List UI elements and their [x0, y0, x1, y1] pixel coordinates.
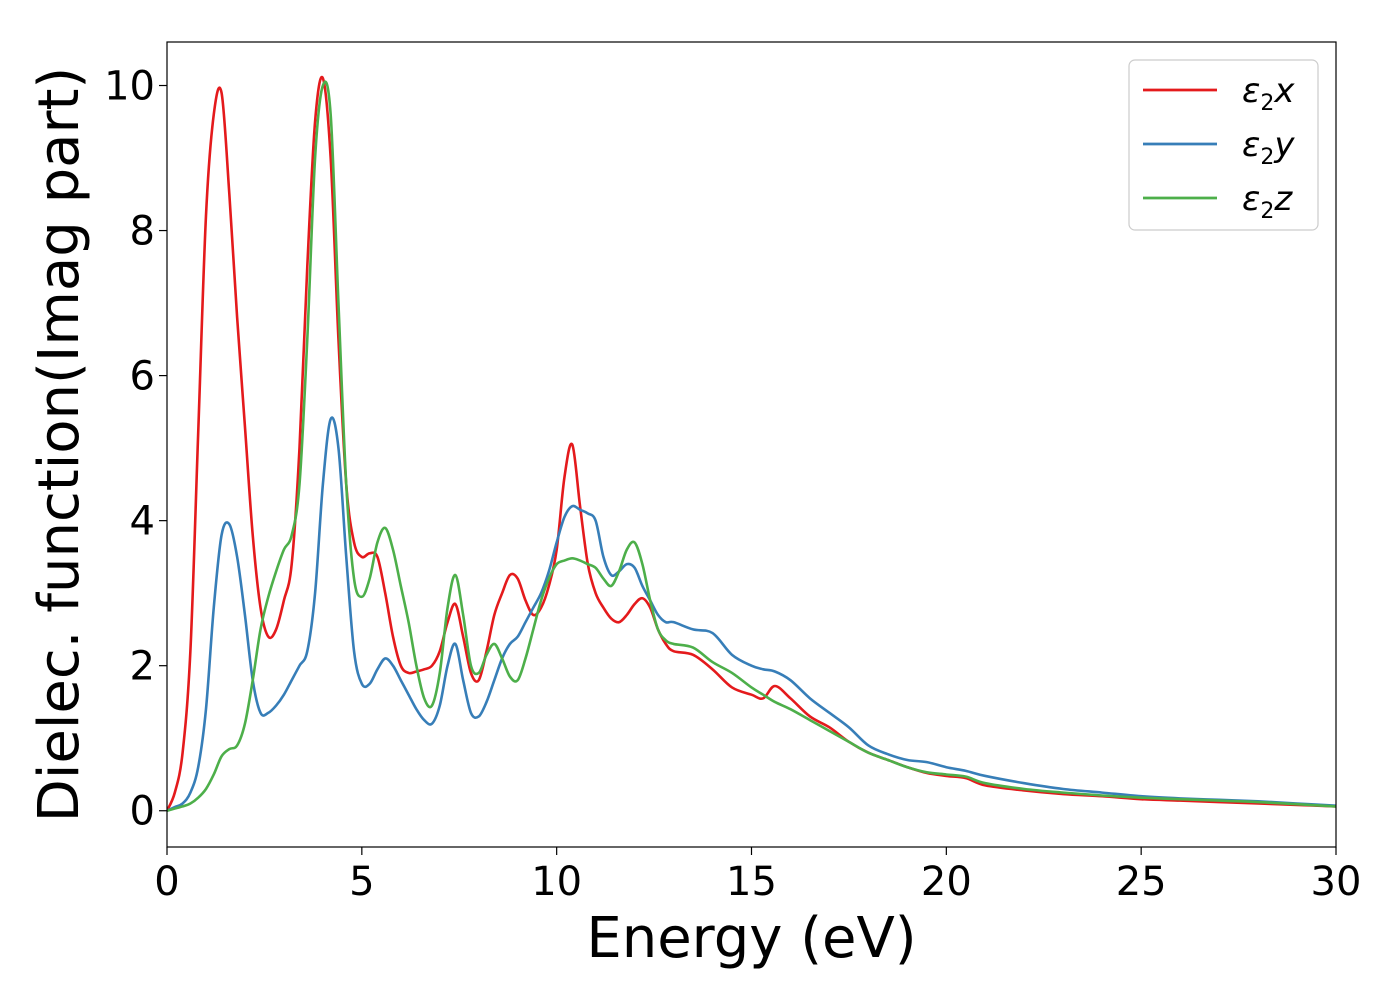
- legend: ε2x ε2y ε2z: [1128, 59, 1319, 231]
- legend-label-x: ε2x: [1242, 71, 1295, 116]
- x-tick-label: 20: [921, 859, 972, 905]
- legend-label-y: ε2y: [1242, 125, 1295, 170]
- x-tick-label: 25: [1116, 859, 1167, 905]
- legend-label-z: ε2z: [1242, 179, 1293, 224]
- y-tick-label: 2: [130, 644, 155, 690]
- y-tick-label: 0: [130, 789, 155, 835]
- x-tick-label: 10: [531, 859, 582, 905]
- series-line-z: [167, 80, 1336, 813]
- x-axis-label: Energy (eV): [586, 906, 916, 971]
- y-tick-label: 6: [130, 354, 155, 400]
- y-axis-label: Dielec. function(Imag part): [27, 67, 92, 823]
- series-line-y: [167, 416, 1336, 813]
- legend-box: [1128, 59, 1319, 231]
- x-tick-label: 5: [349, 859, 374, 905]
- x-tick-label: 15: [726, 859, 777, 905]
- y-tick-label: 4: [130, 499, 155, 545]
- y-tick-label: 10: [104, 64, 155, 110]
- plot-area: [167, 75, 1336, 813]
- y-tick-label: 8: [130, 209, 155, 255]
- x-axis-ticks: 0 5 10 15 20 25 30: [154, 847, 1361, 905]
- x-tick-label: 30: [1311, 859, 1362, 905]
- x-tick-label: 0: [154, 859, 179, 905]
- series-layer: [167, 75, 1336, 813]
- y-axis-ticks: 0 2 4 6 8 10: [104, 64, 167, 835]
